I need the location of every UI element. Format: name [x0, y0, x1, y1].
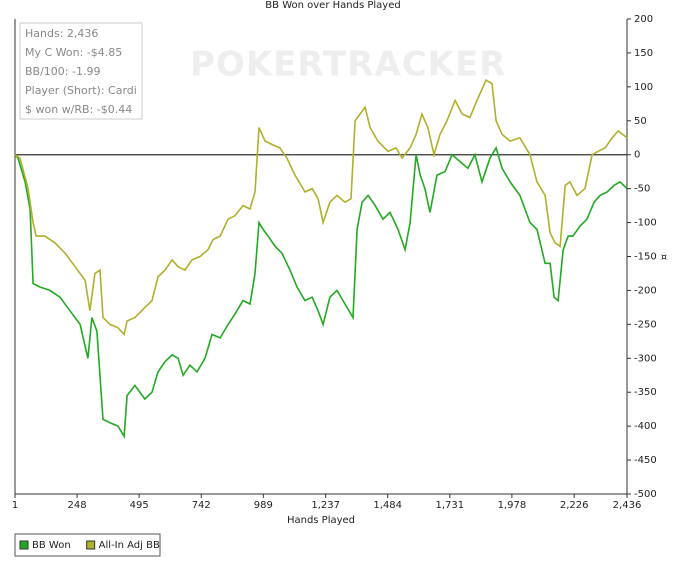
info-box	[19, 22, 143, 120]
y-tick-label: 0	[634, 150, 640, 161]
x-tick-label: 1,484	[373, 500, 402, 511]
y-tick-label: -250	[634, 319, 657, 330]
y-tick-label: -450	[634, 455, 657, 466]
y-tick-label: 200	[634, 14, 653, 25]
y-tick-label: -150	[634, 252, 657, 263]
series-line	[14, 78, 628, 337]
info-line: My C Won: -$4.85	[25, 46, 122, 59]
legend-swatch	[19, 540, 29, 550]
x-tick-label: 1,731	[435, 500, 464, 511]
x-tick-label: 989	[254, 500, 273, 511]
y-tick-label: -200	[634, 285, 657, 296]
series-line	[14, 145, 628, 439]
y-tick-label: 150	[634, 48, 653, 59]
legend-label: All-In Adj BB	[99, 540, 160, 551]
legend-swatch	[86, 540, 96, 550]
info-group: Hands: 2,436 My C Won: -$4.85 BB/100: -1.9…	[25, 27, 137, 116]
info-line: BB/100: -1.99	[25, 65, 100, 78]
x-tick-label: 2,436	[613, 500, 642, 511]
y-tick-label: -300	[634, 353, 657, 364]
y-tick-label: -50	[634, 184, 650, 195]
x-tick-label: 495	[130, 500, 149, 511]
info-line: $ won w/RB: -$0.44	[25, 103, 132, 116]
x-tick-label: 1,978	[498, 500, 527, 511]
x-tick-label: 1,237	[311, 500, 340, 511]
y-tick-label: -500	[634, 489, 657, 500]
x-axis-label: Hands Played	[287, 515, 355, 526]
chart-title: BB Won over Hands Played	[265, 0, 400, 11]
x-tick-label: 248	[68, 500, 87, 511]
x-tick-label: 742	[192, 500, 211, 511]
y-tick-label: 50	[634, 116, 647, 127]
info-line: Hands: 2,436	[25, 27, 98, 40]
x-tick-label: 1	[12, 500, 18, 511]
watermark: POKERTRACKER	[190, 45, 506, 85]
y-tick-label: 100	[634, 82, 653, 93]
info-line: Player (Short): Cardi	[25, 84, 137, 97]
y-tick-label: -400	[634, 421, 657, 432]
y-axis-label: ¤	[658, 254, 669, 260]
x-tick-label: 2,226	[560, 500, 589, 511]
y-tick-label: -100	[634, 218, 657, 229]
y-tick-label: -350	[634, 387, 657, 398]
legend-label: BB Won	[32, 540, 71, 551]
